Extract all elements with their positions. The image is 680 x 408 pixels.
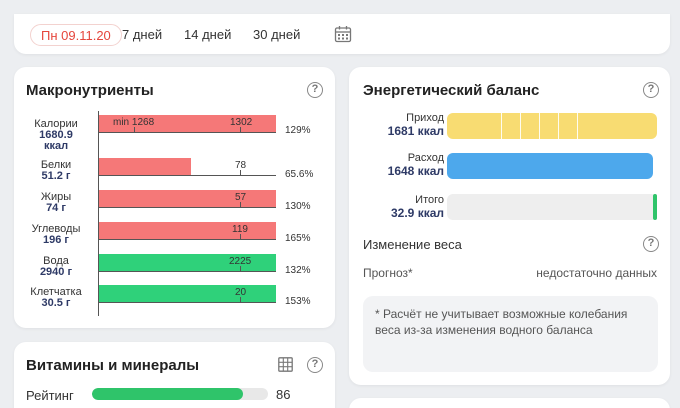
rating-fill [92,388,244,400]
total-value: 32.9 ккал [391,206,444,220]
weight-change-title: Изменение веса [363,237,462,252]
macro-bar [99,254,276,271]
vitamins-card: Витамины и минералы ? Рейтинг 86 [14,342,335,408]
macro-percent: 132% [285,265,311,276]
rating-value: 86 [276,387,291,402]
macro-target-label: 2225 [229,256,252,267]
total-marker [653,194,657,220]
macro-percent: 130% [285,201,311,212]
macronutrients-title: Макронутриенты [26,82,154,99]
income-bar [447,113,657,139]
income-value: 1681 ккал [387,124,444,138]
chart-axis [98,111,99,316]
help-icon[interactable]: ? [307,82,323,98]
macro-name: Калории [34,118,78,130]
date-tab-current[interactable]: Пн 09.11.20 [30,24,122,46]
macro-bar [99,222,276,239]
rating-label: Рейтинг [26,388,74,403]
macro-min-label: min 1268 [113,117,155,128]
macro-row-carbs: Углеводы 196 г 119 165% [14,222,335,252]
macro-name: Вода [43,255,69,267]
macro-unit: ккал [43,140,69,152]
total-label-group: Итого 32.9 ккал [349,194,444,220]
expense-label: Расход [407,152,444,164]
macro-name: Белки [40,159,72,171]
macro-value: 74 г [46,202,66,214]
forecast-note: * Расчёт не учитывает возможные колебани… [363,296,658,372]
date-tab-7-days[interactable]: 7 дней [122,27,163,42]
macro-target-label: 1302 [230,117,253,128]
macro-name: Клетчатка [30,286,82,298]
macro-bar [99,115,276,132]
vitamins-title: Витамины и минералы [26,357,200,374]
macro-row-fiber: Клетчатка 30.5 г 20 153% [14,285,335,315]
macro-value: 51.2 г [41,170,71,182]
macro-row-protein: Белки 51.2 г 78 65.6% [14,158,335,188]
energy-title: Энергетический баланс [363,82,540,99]
income-label-group: Приход 1681 ккал [349,112,444,138]
macro-value: 196 г [43,234,69,246]
table-icon[interactable] [278,357,293,372]
macro-name: Углеводы [31,223,81,235]
calendar-icon[interactable] [334,25,352,43]
macro-percent: 165% [285,233,311,244]
date-tab-14-days[interactable]: 14 дней [184,27,232,42]
help-icon[interactable]: ? [643,82,659,98]
macro-value: 30.5 г [41,297,71,309]
macro-bar [99,158,191,175]
macronutrients-card: Макронутриенты ? Калории 1680.9 ккал min… [14,67,335,328]
macro-row-water: Вода 2940 г 2225 132% [14,254,335,284]
macro-value: 1680.9 [39,129,73,141]
macro-percent: 153% [285,296,311,307]
expense-bar [447,153,653,179]
energy-balance-card: Энергетический баланс ? Приход 1681 ккал… [349,67,670,385]
macro-target-label: 119 [232,224,248,235]
help-icon[interactable]: ? [643,236,659,252]
macro-row-calories: Калории 1680.9 ккал min 1268 1302 129% [14,115,335,152]
macro-row-fats: Жиры 74 г 57 130% [14,190,335,220]
next-card [349,398,670,408]
income-label: Приход [406,112,444,124]
macro-bar [99,285,276,302]
help-icon[interactable]: ? [307,357,323,373]
total-bar [447,194,657,220]
macro-value: 2940 г [39,266,73,278]
total-label: Итого [415,194,444,206]
expense-label-group: Расход 1648 ккал [349,152,444,178]
forecast-label: Прогноз* [363,266,413,280]
macro-target-label: 57 [235,192,247,203]
macro-target-label: 78 [235,160,247,171]
macro-target-label: 20 [235,287,247,298]
macro-name: Жиры [40,191,72,203]
date-tab-30-days[interactable]: 30 дней [253,27,301,42]
forecast-value: недостаточно данных [536,266,657,280]
expense-value: 1648 ккал [387,164,444,178]
macro-bar [99,190,276,207]
macro-percent: 65.6% [285,169,314,180]
macro-percent: 129% [285,125,311,136]
date-range-bar: Пн 09.11.20 7 дней 14 дней 30 дней [14,14,670,54]
rating-bar [92,388,268,400]
